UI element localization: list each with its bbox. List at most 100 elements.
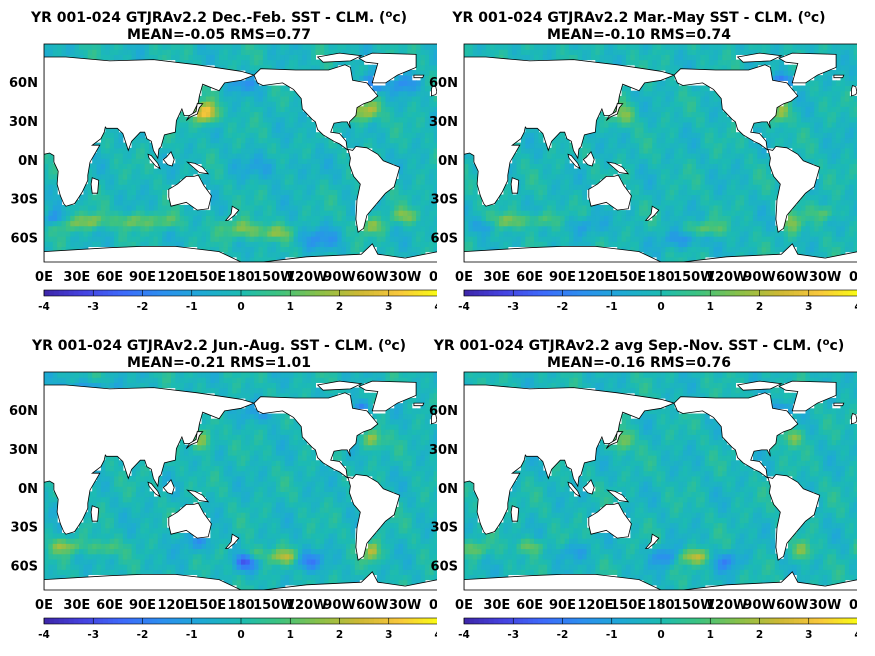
heatmap-cell (787, 121, 793, 128)
heatmap-cell (289, 210, 295, 216)
heatmap-cell (354, 69, 360, 76)
heatmap-cell (52, 184, 58, 190)
heatmap-cell (402, 127, 408, 133)
heatmap-cell (416, 194, 422, 201)
heatmap-cell (109, 132, 115, 139)
heatmap-cell (245, 111, 251, 118)
heatmap-cell (293, 173, 299, 180)
heatmap-cell (122, 199, 128, 206)
heatmap-cell (241, 44, 246, 50)
heatmap-cell (634, 230, 640, 237)
heatmap-cell (280, 121, 286, 128)
heatmap-cell (302, 127, 308, 133)
heatmap-cell (284, 59, 290, 66)
heatmap-cell (284, 194, 290, 201)
heatmap-cell (555, 158, 561, 164)
heatmap-cell (131, 225, 137, 232)
heatmap-cell (315, 220, 321, 227)
heatmap-cell (262, 173, 268, 180)
heatmap-cell (175, 147, 181, 154)
heatmap-cell (534, 49, 540, 55)
heatmap-cell (114, 184, 120, 190)
heatmap-cell (818, 241, 824, 248)
heatmap-cell (639, 64, 645, 71)
heatmap-cell (656, 106, 662, 113)
heatmap-cell (100, 204, 106, 211)
heatmap-cell (280, 173, 286, 180)
heatmap-cell (302, 158, 308, 164)
heatmap-cell (634, 95, 640, 102)
heatmap-cell (818, 204, 824, 211)
heatmap-cell (774, 116, 780, 123)
heatmap-cell (547, 147, 553, 154)
heatmap-cell (595, 168, 601, 175)
heatmap-cell (766, 210, 772, 216)
heatmap-cell (494, 204, 500, 211)
heatmap-cell (647, 142, 653, 149)
heatmap-cell (381, 106, 387, 113)
heatmap-cell (179, 158, 185, 164)
heatmap-cell (586, 236, 592, 242)
heatmap-cell (682, 153, 688, 159)
heatmap-cell (223, 168, 229, 175)
heatmap-cell (472, 168, 478, 175)
heatmap-cell (468, 44, 474, 50)
heatmap-cell (57, 210, 63, 216)
heatmap-cell (674, 168, 680, 175)
heatmap-cell (582, 215, 588, 222)
heatmap-cell (722, 121, 728, 128)
heatmap-cell (332, 142, 338, 149)
heatmap-cell (214, 230, 220, 237)
heatmap-cell (542, 204, 548, 211)
heatmap-cell (512, 225, 518, 232)
heatmap-cell (717, 64, 723, 71)
heatmap-cell (109, 215, 115, 222)
heatmap-cell (682, 54, 688, 61)
heatmap-cell (507, 178, 513, 185)
heatmap-cell (612, 132, 618, 139)
heatmap-cell (682, 225, 688, 232)
colorbar-segment (191, 290, 198, 296)
heatmap-cell (599, 173, 605, 180)
heatmap-cell (258, 147, 264, 154)
heatmap-cell (472, 225, 478, 232)
heatmap-cell (735, 44, 741, 50)
heatmap-cell (319, 199, 325, 206)
heatmap-cell (656, 225, 662, 232)
heatmap-cell (604, 121, 610, 128)
heatmap-cell (311, 54, 317, 61)
heatmap-cell (783, 69, 789, 76)
heatmap-cell (311, 49, 317, 55)
heatmap-cell (162, 163, 168, 170)
heatmap-cell (577, 163, 583, 170)
heatmap-cell (175, 121, 181, 128)
heatmap-cell (184, 127, 190, 133)
heatmap-cell (700, 251, 706, 258)
heatmap-cell (634, 49, 640, 55)
heatmap-cell (297, 241, 303, 248)
heatmap-cell (652, 173, 658, 180)
heatmap-cell (359, 111, 365, 118)
heatmap-cell (389, 142, 395, 149)
heatmap-cell (529, 127, 535, 133)
heatmap-cell (766, 236, 772, 242)
heatmap-cell (258, 90, 264, 97)
heatmap-cell (346, 220, 352, 227)
heatmap-cell (433, 215, 437, 222)
heatmap-cell (604, 215, 610, 222)
heatmap-cell (796, 246, 802, 253)
colorbar-segment (98, 290, 104, 296)
heatmap-cell (52, 44, 58, 50)
heatmap-cell (429, 147, 435, 154)
heatmap-cell (170, 236, 176, 242)
heatmap-cell (595, 241, 601, 248)
heatmap-cell (144, 142, 150, 149)
heatmap-cell (652, 95, 658, 102)
heatmap-cell (665, 59, 671, 66)
heatmap-cell (267, 220, 273, 227)
heatmap-cell (621, 44, 627, 50)
heatmap-cell (748, 236, 754, 242)
heatmap-cell (420, 111, 426, 118)
heatmap-cell (297, 220, 303, 227)
heatmap-cell (170, 230, 176, 237)
